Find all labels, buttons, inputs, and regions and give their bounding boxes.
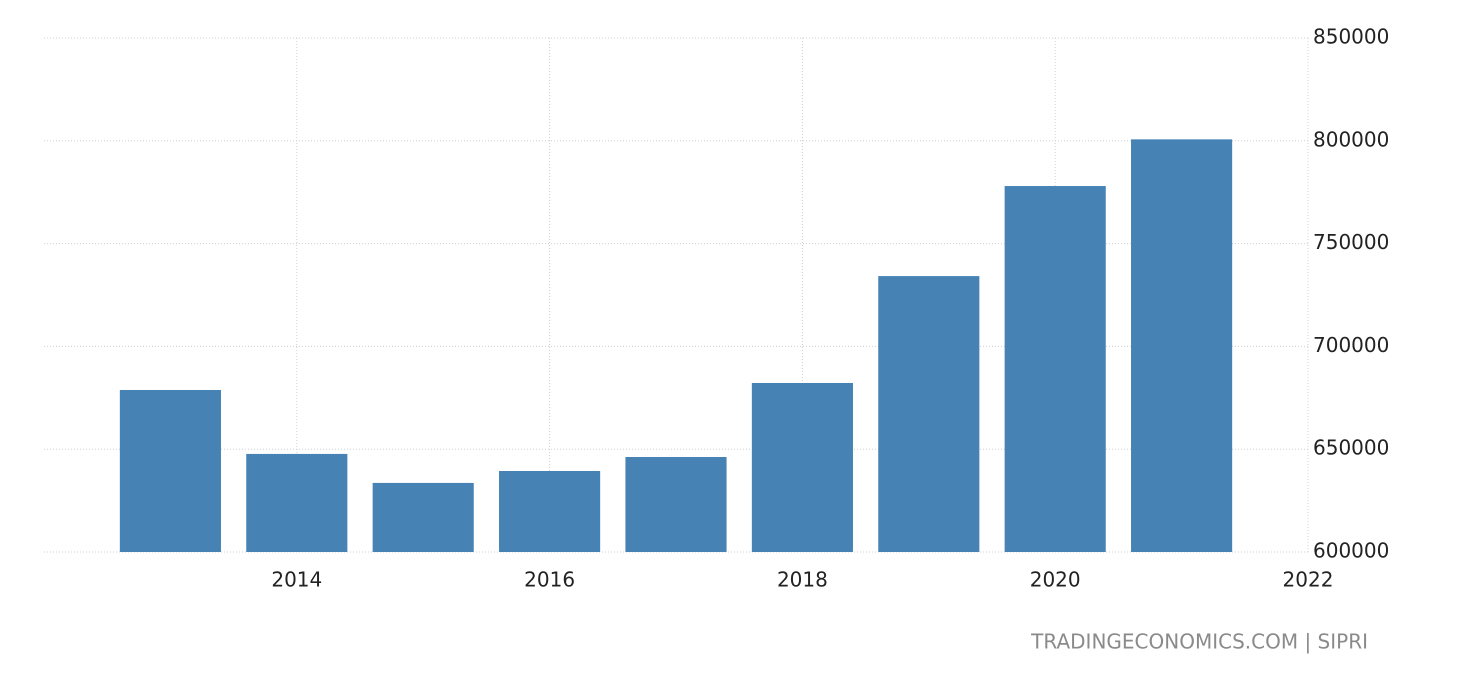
bar xyxy=(625,457,727,552)
bar xyxy=(751,382,853,552)
bar xyxy=(372,482,474,552)
y-tick-label: 750000 xyxy=(1313,230,1389,254)
bar xyxy=(119,389,221,552)
bar xyxy=(499,470,601,552)
y-tick-label: 700000 xyxy=(1313,333,1389,357)
y-tick-label: 600000 xyxy=(1313,539,1389,563)
x-tick-label: 2014 xyxy=(271,568,322,592)
x-tick-label: 2020 xyxy=(1030,568,1081,592)
y-tick-label: 800000 xyxy=(1313,127,1389,151)
source: TRADINGECONOMICS.COM | SIPRI xyxy=(1030,630,1368,654)
x-tick-label: 2018 xyxy=(777,568,828,592)
bar xyxy=(1131,139,1233,553)
bar xyxy=(1004,186,1106,553)
x-tick-label: 2022 xyxy=(1283,568,1334,592)
bar xyxy=(878,276,980,552)
y-tick-label: 850000 xyxy=(1313,25,1389,49)
y-tick-label: 650000 xyxy=(1313,436,1389,460)
x-tick-label: 2016 xyxy=(524,568,575,592)
bar xyxy=(246,453,348,552)
